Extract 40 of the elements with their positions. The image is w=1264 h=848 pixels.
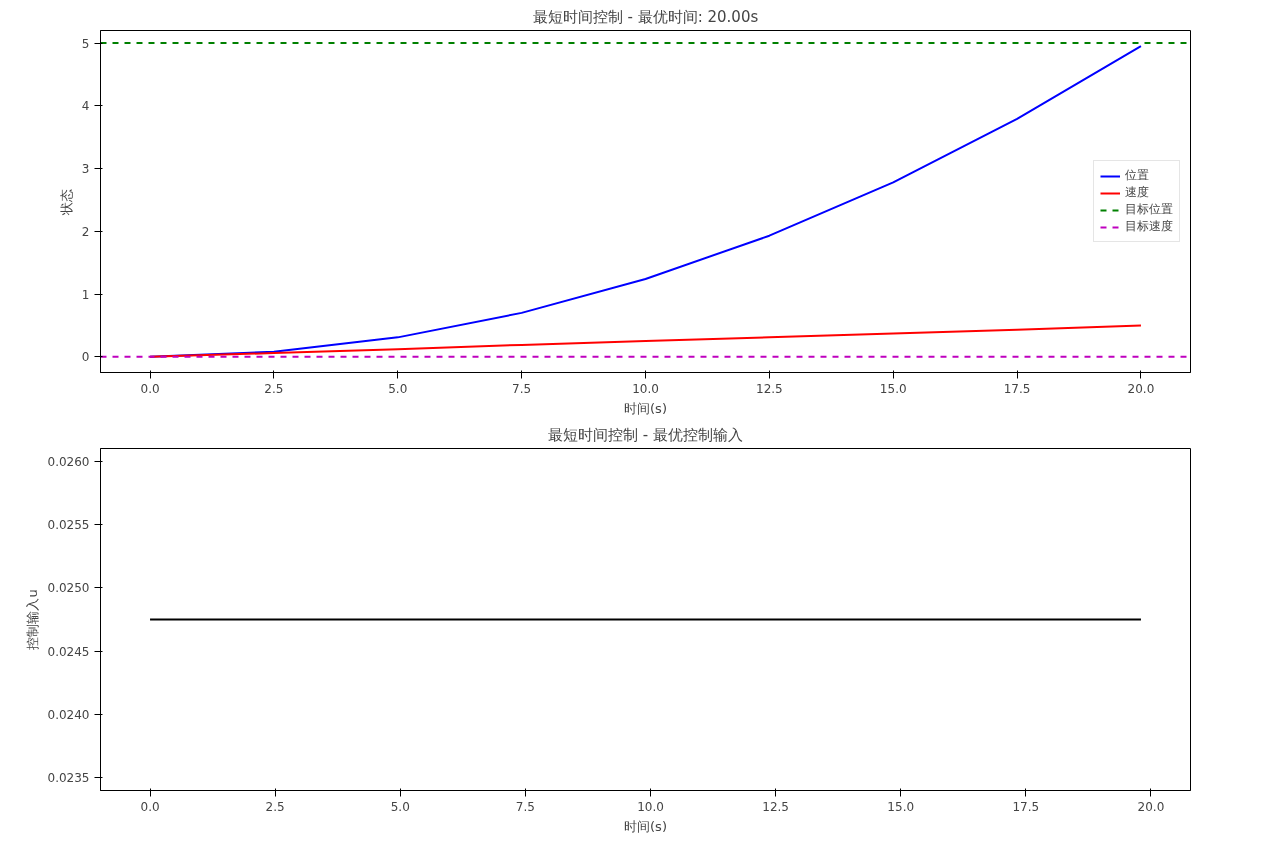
x-axis-title: 时间(s) <box>624 400 667 416</box>
y-tick-label: 0.0245 <box>47 644 90 659</box>
x-tick-label: 5.0 <box>390 799 410 814</box>
x-tick-label: 20.0 <box>1127 381 1155 396</box>
y-axis-title: 状态 <box>58 188 74 216</box>
y-tick-label: 0.0250 <box>47 581 90 596</box>
legend-label: 速度 <box>1125 184 1149 201</box>
x-tick-label: 12.5 <box>756 381 783 396</box>
x-tick-label: 0.0 <box>140 799 160 814</box>
x-tick-label: 5.0 <box>388 381 408 396</box>
y-tick-label: 0.0260 <box>47 454 90 469</box>
x-tick-label: 2.5 <box>264 381 284 396</box>
x-tick-label: 17.5 <box>1003 381 1031 396</box>
y-tick-label: 0.0235 <box>47 771 90 786</box>
legend-label: 目标位置 <box>1125 201 1173 218</box>
y-tick-label: 3 <box>81 162 90 177</box>
y-axis-title: 控制输入u <box>24 589 40 650</box>
y-tick-label: 0 <box>81 350 90 365</box>
x-axis-title: 时间(s) <box>624 818 667 834</box>
chart-title: 最短时间控制 - 最优时间: 20.00s <box>532 7 759 26</box>
y-tick-label: 5 <box>81 36 90 51</box>
x-tick-label: 7.5 <box>512 381 532 396</box>
x-tick-label: 20.0 <box>1137 799 1165 814</box>
y-tick-label: 2 <box>81 224 90 239</box>
x-tick-label: 2.5 <box>265 799 285 814</box>
x-tick-label: 15.0 <box>879 381 907 396</box>
x-tick-label: 7.5 <box>515 799 535 814</box>
y-tick-label: 0.0255 <box>47 518 90 532</box>
x-tick-label: 10.0 <box>632 381 659 396</box>
x-tick-label: 0.0 <box>140 381 160 396</box>
x-tick-label: 12.5 <box>762 799 789 814</box>
x-tick-label: 15.0 <box>887 799 915 814</box>
y-tick-label: 1 <box>81 287 90 302</box>
y-tick-label: 0.0240 <box>47 708 90 722</box>
x-tick-label: 10.0 <box>637 799 664 814</box>
x-tick-label: 17.5 <box>1012 799 1040 814</box>
y-tick-label: 4 <box>81 99 90 114</box>
chart-title: 最短时间控制 - 最优控制输入 <box>548 425 743 444</box>
legend-label: 目标速度 <box>1125 218 1173 235</box>
legend-label: 位置 <box>1125 167 1149 184</box>
